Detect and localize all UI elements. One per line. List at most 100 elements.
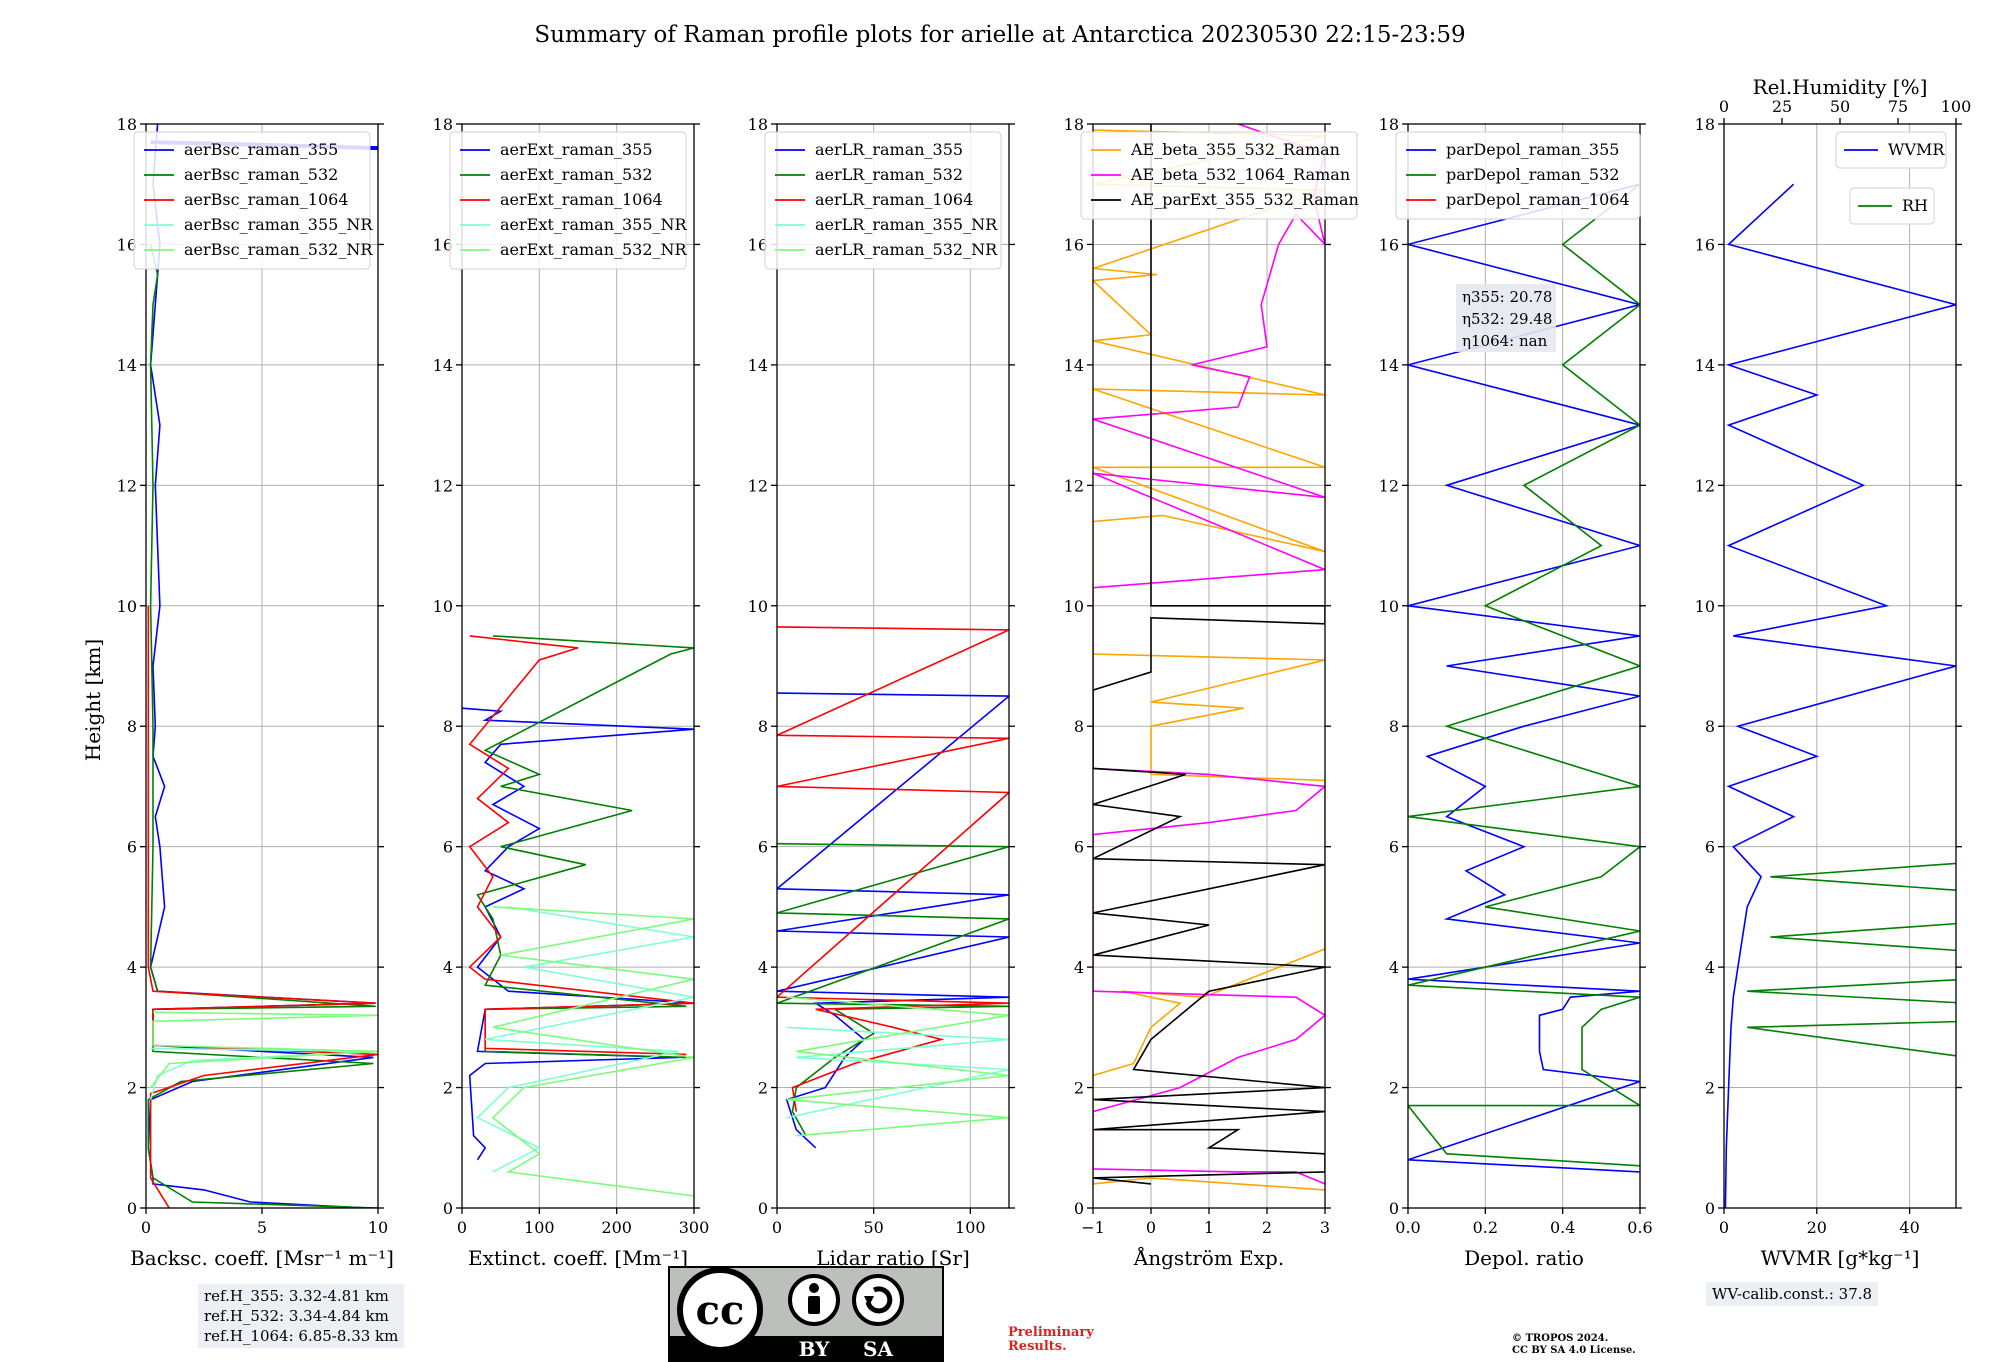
ref-height-355: ref.H_355: 3.32-4.81 km [204,1287,389,1305]
legend-label: aerExt_raman_532 [500,165,653,184]
x-tick-label: 300 [679,1218,710,1237]
series-line-AE_beta_355_532_Raman [1093,129,1325,1191]
wv-calib-box: WV-calib.const.: 37.8 [1706,1282,1879,1306]
x-tick-label: 0 [772,1218,782,1237]
x-tick-label: 40 [1899,1218,1919,1237]
axes-frame [1407,123,1641,1209]
y-tick-label: 8 [1705,717,1715,736]
axes-frame [1723,123,1957,1209]
x-tick-label: 20 [1807,1218,1827,1237]
y-tick-label: 2 [758,1079,768,1098]
legend-label: AE_parExt_355_532_Raman [1130,190,1359,209]
y-tick-label: 18 [1379,115,1399,134]
y-tick-label: 6 [1705,838,1715,857]
top-x-tick-label: 0 [1719,97,1729,116]
top-x-tick-label: 75 [1888,97,1908,116]
series-line-WVMR [1724,183,1956,1208]
y-tick-label: 0 [1389,1199,1399,1218]
top-x-tick-label: 100 [1941,97,1972,116]
legend-label: aerLR_raman_532 [815,165,963,184]
x-tick-label: 1 [1204,1218,1214,1237]
legend-label: RH [1902,196,1928,215]
y-tick-label: 0 [758,1199,768,1218]
y-tick-label: 16 [1379,235,1399,254]
legend-label: parDepol_raman_532 [1446,165,1619,184]
legend-box [449,131,687,270]
legend-label: aerExt_raman_355 [500,140,653,159]
y-tick-label: 2 [1389,1079,1399,1098]
eta-box [1456,284,1556,352]
y-tick-label: 0 [1705,1199,1715,1218]
axes-frame [461,123,695,1209]
legend-box [1080,131,1358,220]
series-group [777,626,1009,1149]
y-tick-label: 16 [1695,235,1715,254]
legend-box [133,131,371,270]
x-axis-label: Backsc. coeff. [Msr⁻¹ m⁻¹] [130,1246,394,1270]
y-tick-label: 2 [443,1079,453,1098]
series-line-aerLR_raman_1064 [777,626,1009,1112]
x-tick-label: 200 [601,1218,632,1237]
y-tick-label: 2 [1074,1079,1084,1098]
y-tick-label: 4 [443,958,453,977]
x-tick-label: 0 [1719,1218,1729,1237]
y-tick-label: 16 [433,235,453,254]
copyright-line-1: © TROPOS 2024. [1512,1333,1609,1344]
preliminary-line-1: Preliminary [1008,1325,1094,1340]
y-tick-label: 18 [1695,115,1715,134]
x-tick-label: 0.0 [1395,1218,1420,1237]
x-tick-label: 2 [1262,1218,1272,1237]
y-tick-label: 10 [433,597,453,616]
x-tick-label: 10 [368,1218,388,1237]
series-line-aerBsc_raman_532_NR [149,1011,378,1089]
legend-label: WVMR [1888,140,1945,159]
y-tick-label: 16 [1064,235,1084,254]
legend-label: aerExt_raman_532_NR [500,240,688,259]
top-x-tick-label: 25 [1772,97,1792,116]
series-group [1724,183,1956,1208]
chart-panel-1: 0 2 4 6 8 10 12 14 16 18 0 5 10 Backsc. coeff. [Msr⁻¹… [117,115,394,1270]
cc-by-label: BY [799,1337,831,1361]
series-line-aerBsc_raman_355_NR [149,1047,378,1100]
x-axis-label: Ångström Exp. [1133,1245,1284,1270]
x-tick-label: −1 [1081,1218,1105,1237]
ref-height-532: ref.H_532: 3.34-4.84 km [204,1307,389,1325]
y-tick-label: 10 [1064,597,1084,616]
series-line-aerExt_raman_355_NR [476,906,694,1173]
legend-label: AE_beta_532_1064_Raman [1130,165,1350,184]
series-line-aerBsc_raman_1064 [147,605,378,1208]
figure-title: Summary of Raman profile plots for ariel… [534,22,1466,48]
y-tick-label: 4 [1074,958,1084,977]
y-tick-label: 10 [117,597,137,616]
y-tick-label: 12 [1695,476,1715,495]
y-tick-label: 14 [433,356,453,375]
y-tick-label: 2 [1705,1079,1715,1098]
x-tick-label: 0.4 [1550,1218,1575,1237]
y-tick-label: 4 [1705,958,1715,977]
legend-label: aerLR_raman_532_NR [815,240,998,259]
cc-sa-label: SA [863,1337,893,1361]
chart-panel-2: 0 2 4 6 8 10 12 14 16 18 0 100 200 300 Extinct. coeff.… [433,115,710,1270]
x-tick-label: 100 [524,1218,555,1237]
y-tick-label: 12 [1379,476,1399,495]
eta-label: η355: 20.78 [1462,288,1552,306]
y-tick-label: 10 [1695,597,1715,616]
x-tick-label: 0 [141,1218,151,1237]
x-tick-label: 0 [457,1218,467,1237]
y-tick-label: 4 [1389,958,1399,977]
legend-label: aerBsc_raman_532 [184,165,338,184]
legend-label: aerBsc_raman_355_NR [184,215,373,234]
legend-label: aerLR_raman_355_NR [815,215,998,234]
legend-label: aerBsc_raman_532_NR [184,240,373,259]
series-line-aerBsc_raman_532 [147,244,378,1208]
y-tick-label: 10 [748,597,768,616]
y-tick-label: 14 [117,356,137,375]
x-tick-label: 0 [1146,1218,1156,1237]
series-line-AE_beta_532_1064_Raman [1093,124,1325,1185]
y-tick-label: 12 [433,476,453,495]
y-tick-label: 8 [758,717,768,736]
ref-height-1064: ref.H_1064: 6.85-8.33 km [204,1327,399,1345]
y-tick-label: 18 [748,115,768,134]
